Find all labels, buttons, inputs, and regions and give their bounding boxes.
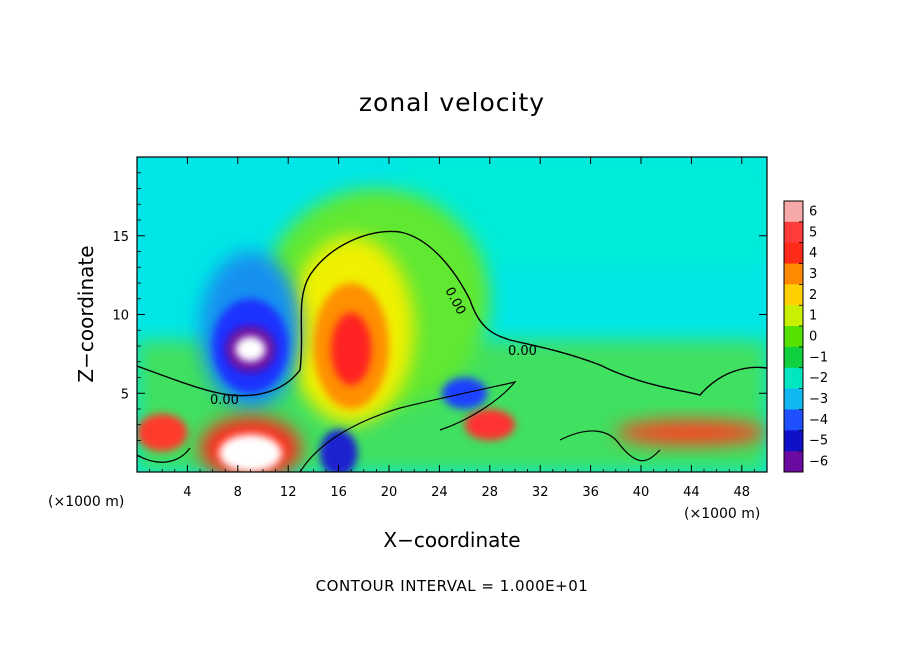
colorbar-label: 4 — [809, 246, 817, 261]
x-tick-label: 24 — [431, 485, 448, 500]
zero-contours — [137, 230, 767, 472]
colorbar-swatch — [784, 242, 803, 265]
field-feature-3 — [331, 312, 372, 386]
colorbar-label: 0 — [809, 330, 817, 345]
zero-contour-line-2 — [509, 339, 767, 396]
colorbar-swatch — [784, 263, 803, 285]
x-tick-label: 8 — [234, 485, 242, 500]
contour-interval-note: CONTOUR INTERVAL = 1.000E+01 — [315, 577, 589, 595]
field-feature-13 — [615, 420, 767, 446]
y-tick-label: 15 — [112, 230, 129, 245]
contour-label-right: 0.00 — [508, 344, 537, 359]
zero-contour-line-4 — [137, 430, 661, 463]
x-tick-label: 36 — [582, 485, 599, 500]
zero-contour-line-1 — [137, 230, 511, 397]
colorbar-swatch — [784, 430, 803, 452]
colorbar-swatch — [784, 409, 803, 431]
y-tick-label: 5 — [121, 387, 129, 402]
x-unit-label-left: (×1000 m) — [48, 494, 124, 510]
x-tick-label: 44 — [683, 485, 700, 500]
x-tick-label: 48 — [734, 485, 751, 500]
colorbar-label: −1 — [809, 350, 828, 365]
colorbar: 6 5 4 3 2 1 0 −1 −2 −3 −4 −5 −6 — [783, 200, 828, 473]
colorbar-label: 1 — [809, 309, 817, 324]
x-tick-label: 28 — [482, 485, 499, 500]
zero-contour-line-3 — [299, 381, 517, 472]
colorbar-swatch — [784, 451, 803, 473]
contour-label-left: 0.00 — [210, 393, 239, 408]
field-feature-14 — [137, 413, 188, 452]
y-tick-label: 10 — [112, 309, 129, 324]
colorbar-label: 6 — [809, 204, 817, 219]
colorbar-label: 5 — [809, 225, 817, 240]
plot-area: 0.00 0.00 0.00 — [137, 157, 767, 472]
y-axis-title: Z−coordinate — [74, 245, 98, 382]
x-axis: 4 8 12 16 20 24 28 32 36 40 44 48 — [149, 157, 755, 500]
colorbar-swatch — [784, 305, 803, 327]
colorbar-frame — [783, 200, 804, 473]
x-tick-label: 12 — [280, 485, 297, 500]
field-feature-10 — [319, 429, 358, 472]
field-feature-11 — [464, 409, 515, 441]
colorbar-label: −6 — [809, 455, 828, 470]
x-tick-label: 16 — [330, 485, 347, 500]
colorbar-label: −2 — [809, 371, 828, 386]
y-axis: 5 10 15 — [112, 172, 767, 457]
field-feature-7 — [235, 336, 266, 362]
colorbar-swatch — [784, 284, 803, 306]
colorbar-label: −3 — [809, 392, 828, 407]
colorbar-label: −5 — [809, 434, 828, 449]
x-tick-label: 4 — [183, 485, 191, 500]
colorbar-swatch — [784, 221, 803, 244]
x-tick-label: 20 — [381, 485, 398, 500]
colorbar-label: −4 — [809, 413, 828, 428]
colorbar-swatch — [784, 326, 803, 348]
velocity-features — [137, 188, 767, 472]
x-unit-label-right: (×1000 m) — [684, 506, 760, 522]
colorbar-swatch — [784, 346, 803, 369]
chart-title: zonal velocity — [358, 88, 546, 117]
x-axis-title: X−coordinate — [383, 528, 520, 552]
colorbar-label: 3 — [809, 267, 817, 282]
field-feature-9 — [218, 434, 282, 472]
colorbar-swatch — [784, 201, 803, 223]
colorbar-swatch — [784, 367, 803, 390]
colorbar-label: 2 — [809, 288, 817, 303]
x-tick-label: 40 — [633, 485, 650, 500]
colorbar-swatch — [784, 388, 803, 410]
x-tick-label: 32 — [532, 485, 549, 500]
